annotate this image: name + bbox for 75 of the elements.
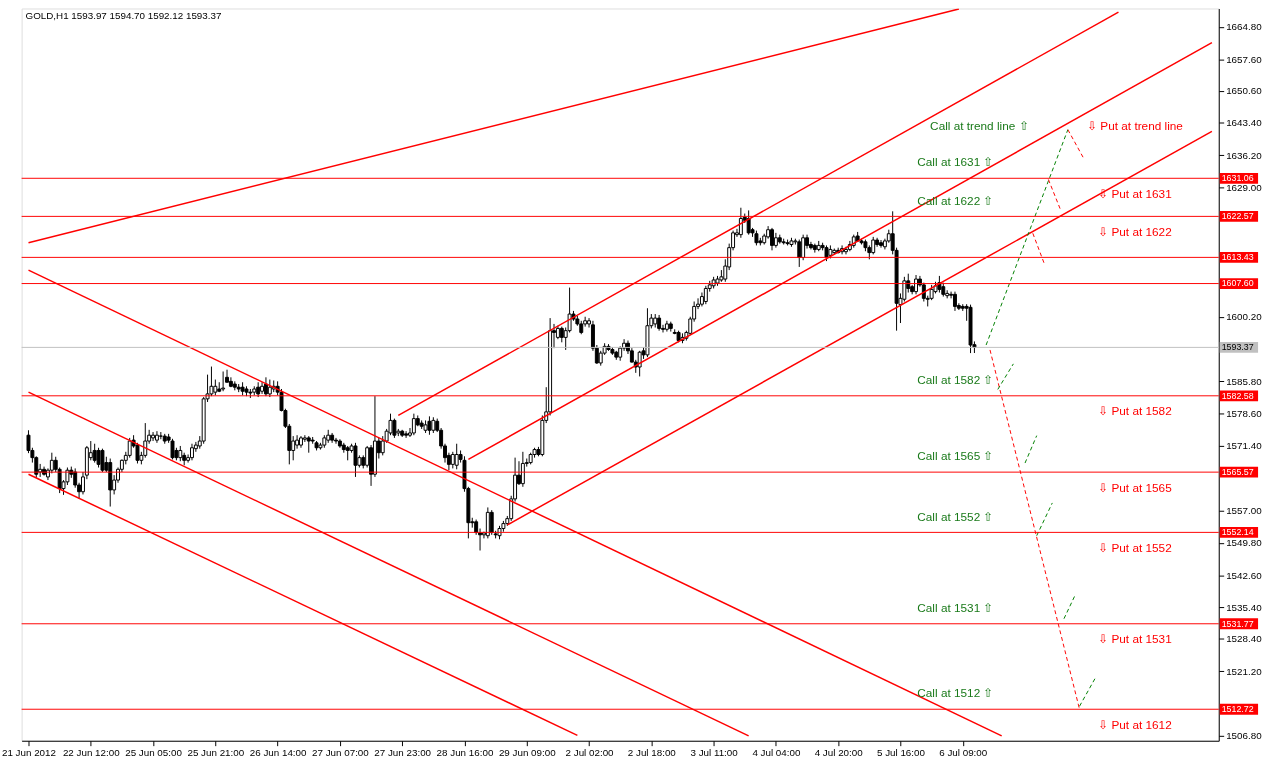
candlestick [770,227,774,251]
x-tick-label: 4 Jul 04:00 [752,746,801,758]
candlestick [489,509,494,536]
y-tick-label: 1557.00 [1226,505,1262,517]
annotation: ⇩ Put at 1531 [1098,632,1172,646]
ref-line-label: 1613.43 [1221,252,1254,263]
candlestick [302,434,307,443]
x-tick-label: 21 Jun 2012 [1,746,56,758]
candlestick [738,207,743,239]
x-tick-label: 27 Jun 07:00 [312,746,370,758]
y-tick-label: 1636.20 [1226,149,1262,161]
annotation: Call at 1631 ⇧ [917,155,994,169]
y-tick-label: 1542.60 [1226,569,1262,581]
ref-line-label: 1607.60 [1221,278,1254,289]
y-tick-label: 1578.60 [1226,408,1262,420]
annotation: Call at trend line ⇧ [930,118,1029,132]
ref-line-label: 1552.14 [1221,527,1254,538]
annotation: ⇩ Put at 1565 [1098,480,1173,494]
x-tick-label: 25 Jun 05:00 [125,746,183,758]
candlestick [260,381,265,395]
y-tick-label: 1528.40 [1226,633,1262,645]
annotation: Call at 1512 ⇧ [917,686,994,700]
x-tick-label: 4 Jul 20:00 [814,746,864,758]
candlestick [334,437,338,445]
annotation: Call at 1552 ⇧ [917,509,994,523]
y-tick-label: 1664.80 [1226,21,1262,33]
y-tick-label: 1643.40 [1226,117,1262,129]
y-tick-label: 1549.80 [1226,537,1262,549]
x-tick-label: 6 Jul 09:00 [939,746,988,758]
x-tick-label: 2 Jul 18:00 [627,746,677,758]
x-tick-label: 2 Jul 02:00 [565,746,615,758]
candlestick [797,239,802,268]
y-tick-label: 1629.00 [1226,181,1262,193]
y-tick-label: 1535.40 [1226,601,1262,613]
x-tick-label: 3 Jul 11:00 [690,746,739,758]
candlestick [154,430,159,444]
candlestick [411,413,416,436]
x-tick-label: 28 Jun 16:00 [436,746,494,758]
y-tick-label: 1585.80 [1226,375,1262,387]
x-tick-label: 29 Jun 09:00 [498,746,557,758]
x-tick-label: 27 Jun 23:00 [374,746,432,758]
candlestick [151,431,156,442]
ref-line-label: 1565.57 [1221,467,1254,478]
y-tick-label: 1506.80 [1226,730,1262,742]
x-tick-label: 26 Jun 14:00 [249,746,308,758]
candlestick [96,447,101,468]
y-tick-label: 1657.60 [1226,53,1262,65]
y-tick-label: 1571.40 [1226,440,1262,452]
ref-line-label: 1622.57 [1221,211,1254,222]
chart-title: GOLD,H1 1593.97 1594.70 1592.12 1593.37 [25,10,222,22]
x-tick-label: 22 Jun 12:00 [62,746,121,758]
y-tick-label: 1600.20 [1226,311,1262,323]
annotation: ⇩ Put at trend line [1087,118,1184,132]
candlestick [953,291,957,312]
y-tick-label: 1650.60 [1226,85,1262,97]
annotation: ⇩ Put at 1622 [1098,225,1172,239]
annotation: Call at 1565 ⇧ [917,449,994,463]
candlestick [127,437,132,459]
ref-line-label: 1582.58 [1221,390,1254,401]
candlestick [520,451,525,488]
ref-line-label: 1631.06 [1221,173,1254,184]
annotation: ⇩ Put at 1612 [1098,717,1172,731]
ref-line-label: 1593.37 [1221,342,1254,353]
y-tick-label: 1521.20 [1226,665,1262,677]
ref-line-label: 1512.72 [1221,704,1254,715]
candlestick [404,430,409,439]
x-tick-label: 5 Jul 16:00 [876,746,926,758]
annotation: ⇩ Put at 1582 [1098,404,1172,418]
annotation: Call at 1582 ⇧ [917,373,994,387]
candlestick [221,371,226,392]
annotation: Call at 1531 ⇧ [917,600,994,614]
candlestick [879,239,883,249]
x-tick-label: 25 Jun 21:00 [187,746,245,758]
ref-line-label: 1531.77 [1221,618,1254,629]
annotation: ⇩ Put at 1552 [1098,541,1172,555]
